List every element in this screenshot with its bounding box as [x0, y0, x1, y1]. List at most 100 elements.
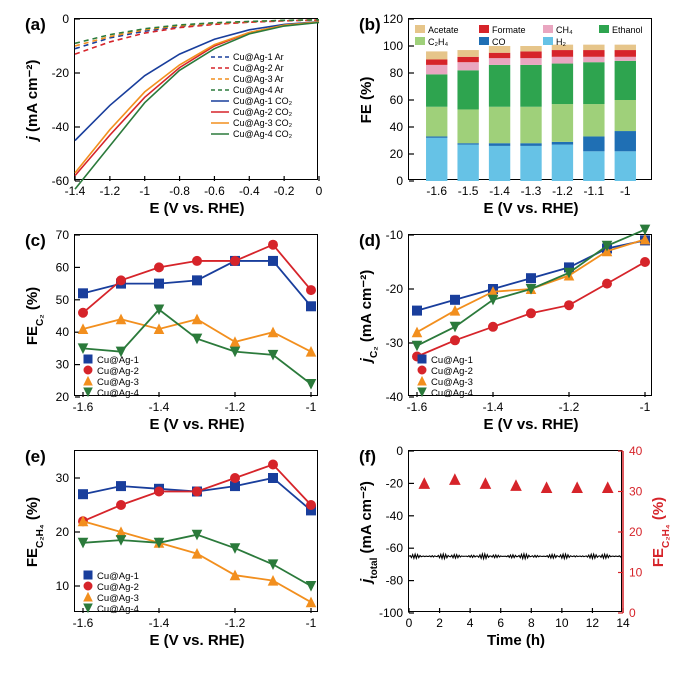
svg-text:Time (h): Time (h): [487, 632, 545, 649]
svg-text:8: 8: [528, 616, 535, 630]
svg-text:Cu@Ag-2 CO₂: Cu@Ag-2 CO₂: [233, 107, 293, 117]
svg-text:FEC₂H₄ (%): FEC₂H₄ (%): [650, 497, 672, 567]
svg-text:-1: -1: [306, 616, 317, 630]
svg-text:100: 100: [383, 39, 403, 53]
svg-text:80: 80: [390, 66, 404, 80]
svg-d: -1.6-1.4-1.2-1-40-30-20-10E (V vs. RHE)j…: [409, 235, 651, 395]
svg-text:2: 2: [436, 616, 443, 630]
svg-text:-1.4: -1.4: [483, 400, 504, 414]
svg-text:6: 6: [497, 616, 504, 630]
svg-text:-40: -40: [386, 509, 404, 523]
svg-b: -1.6-1.5-1.4-1.3-1.2-1.1-102040608010012…: [409, 19, 651, 179]
svg-text:-1: -1: [620, 184, 631, 198]
svg-text:Cu@Ag-1: Cu@Ag-1: [431, 355, 473, 366]
svg-text:H₂: H₂: [556, 37, 566, 47]
svg-text:40: 40: [390, 120, 404, 134]
svg-text:20: 20: [629, 525, 643, 539]
svg-text:Cu@Ag-2: Cu@Ag-2: [97, 366, 139, 377]
svg-text:-40: -40: [386, 390, 404, 404]
svg-text:0: 0: [406, 616, 413, 630]
svg-text:Cu@Ag-3: Cu@Ag-3: [431, 377, 473, 388]
svg-text:CO: CO: [492, 37, 506, 47]
svg-text:10: 10: [56, 579, 70, 593]
svg-text:jC₂ (mA cm⁻²): jC₂ (mA cm⁻²): [358, 270, 380, 364]
svg-text:-1.4: -1.4: [489, 184, 510, 198]
svg-text:Cu@Ag-3: Cu@Ag-3: [97, 377, 139, 388]
svg-text:-0.8: -0.8: [169, 184, 190, 198]
svg-text:30: 30: [56, 358, 70, 372]
svg-text:Cu@Ag-3: Cu@Ag-3: [97, 593, 139, 604]
panel-letter-a: (a): [25, 15, 46, 35]
svg-text:Cu@Ag-1: Cu@Ag-1: [97, 571, 139, 582]
svg-text:-1.5: -1.5: [458, 184, 479, 198]
panel-letter-d: (d): [359, 231, 381, 251]
svg-f: 02468101214-100-80-60-40-200010203040Tim…: [409, 451, 621, 611]
svg-text:-20: -20: [386, 476, 404, 490]
svg-text:jtotal (mA cm⁻²): jtotal (mA cm⁻²): [358, 481, 380, 585]
svg-text:-1.2: -1.2: [559, 400, 580, 414]
panel-letter-e: (e): [25, 447, 46, 467]
svg-a: -1.4-1.2-1-0.8-0.6-0.4-0.20-60-40-200E (…: [75, 19, 317, 179]
svg-text:-80: -80: [386, 574, 404, 588]
svg-text:Acetate: Acetate: [428, 25, 459, 35]
panel-letter-c: (c): [25, 231, 46, 251]
svg-text:-1: -1: [139, 184, 150, 198]
panel-e: (e) -1.6-1.4-1.2-1102030E (V vs. RHE)FEC…: [74, 450, 318, 612]
svg-text:-20: -20: [386, 282, 404, 296]
plot-a: (a) -1.4-1.2-1-0.8-0.6-0.4-0.20-60-40-20…: [74, 18, 318, 180]
svg-text:60: 60: [390, 93, 404, 107]
svg-text:20: 20: [56, 390, 70, 404]
svg-text:0: 0: [396, 174, 403, 188]
svg-text:-1.2: -1.2: [225, 616, 246, 630]
svg-text:-20: -20: [52, 66, 70, 80]
svg-text:Cu@Ag-2 Ar: Cu@Ag-2 Ar: [233, 63, 284, 73]
svg-text:4: 4: [467, 616, 474, 630]
svg-text:10: 10: [629, 566, 643, 580]
svg-text:-0.2: -0.2: [274, 184, 295, 198]
svg-text:20: 20: [56, 525, 70, 539]
svg-text:-1: -1: [306, 400, 317, 414]
svg-text:E (V vs. RHE): E (V vs. RHE): [149, 200, 244, 217]
svg-text:-0.6: -0.6: [204, 184, 225, 198]
svg-text:Formate: Formate: [492, 25, 526, 35]
svg-text:Cu@Ag-4 Ar: Cu@Ag-4 Ar: [233, 85, 284, 95]
svg-text:Cu@Ag-2: Cu@Ag-2: [97, 582, 139, 593]
svg-text:E (V vs. RHE): E (V vs. RHE): [149, 416, 244, 433]
svg-text:50: 50: [56, 293, 70, 307]
plot-c: (c) -1.6-1.4-1.2-1203040506070E (V vs. R…: [74, 234, 318, 396]
svg-text:0: 0: [629, 606, 636, 620]
svg-text:Cu@Ag-2: Cu@Ag-2: [431, 366, 473, 377]
svg-text:-1.6: -1.6: [426, 184, 447, 198]
svg-text:Ethanol: Ethanol: [612, 25, 643, 35]
svg-text:E (V vs. RHE): E (V vs. RHE): [483, 200, 578, 217]
svg-text:120: 120: [383, 12, 403, 26]
svg-text:0: 0: [316, 184, 323, 198]
svg-text:30: 30: [629, 485, 643, 499]
svg-text:-60: -60: [52, 174, 70, 188]
svg-text:Cu@Ag-1 Ar: Cu@Ag-1 Ar: [233, 52, 284, 62]
plot-d: (d) -1.6-1.4-1.2-1-40-30-20-10E (V vs. R…: [408, 234, 652, 396]
svg-text:-1.6: -1.6: [407, 400, 428, 414]
svg-text:Cu@Ag-4: Cu@Ag-4: [431, 388, 473, 399]
plot-f: (f) 02468101214-100-80-60-40-20001020304…: [408, 450, 622, 612]
svg-text:-1: -1: [640, 400, 651, 414]
panel-letter-b: (b): [359, 15, 381, 35]
panel-c: (c) -1.6-1.4-1.2-1203040506070E (V vs. R…: [74, 234, 318, 396]
svg-text:FEC₂H₄ (%): FEC₂H₄ (%): [24, 497, 46, 567]
svg-text:Cu@Ag-3 CO₂: Cu@Ag-3 CO₂: [233, 118, 293, 128]
svg-text:60: 60: [56, 260, 70, 274]
svg-text:C₂H₄: C₂H₄: [428, 37, 448, 47]
svg-text:-1.3: -1.3: [521, 184, 542, 198]
svg-text:-100: -100: [379, 606, 403, 620]
svg-text:FE (%): FE (%): [358, 77, 375, 124]
panel-f: (f) 02468101214-100-80-60-40-20001020304…: [408, 450, 622, 612]
svg-text:-1.6: -1.6: [73, 616, 94, 630]
svg-text:FEC₂ (%): FEC₂ (%): [24, 287, 46, 345]
svg-text:-30: -30: [386, 336, 404, 350]
plot-e: (e) -1.6-1.4-1.2-1102030E (V vs. RHE)FEC…: [74, 450, 318, 612]
svg-text:E (V vs. RHE): E (V vs. RHE): [149, 632, 244, 649]
figure-root: { "figure": {"width":681,"height":681,"b…: [0, 0, 681, 681]
svg-text:-1.1: -1.1: [584, 184, 605, 198]
svg-text:-40: -40: [52, 120, 70, 134]
svg-text:0: 0: [396, 444, 403, 458]
